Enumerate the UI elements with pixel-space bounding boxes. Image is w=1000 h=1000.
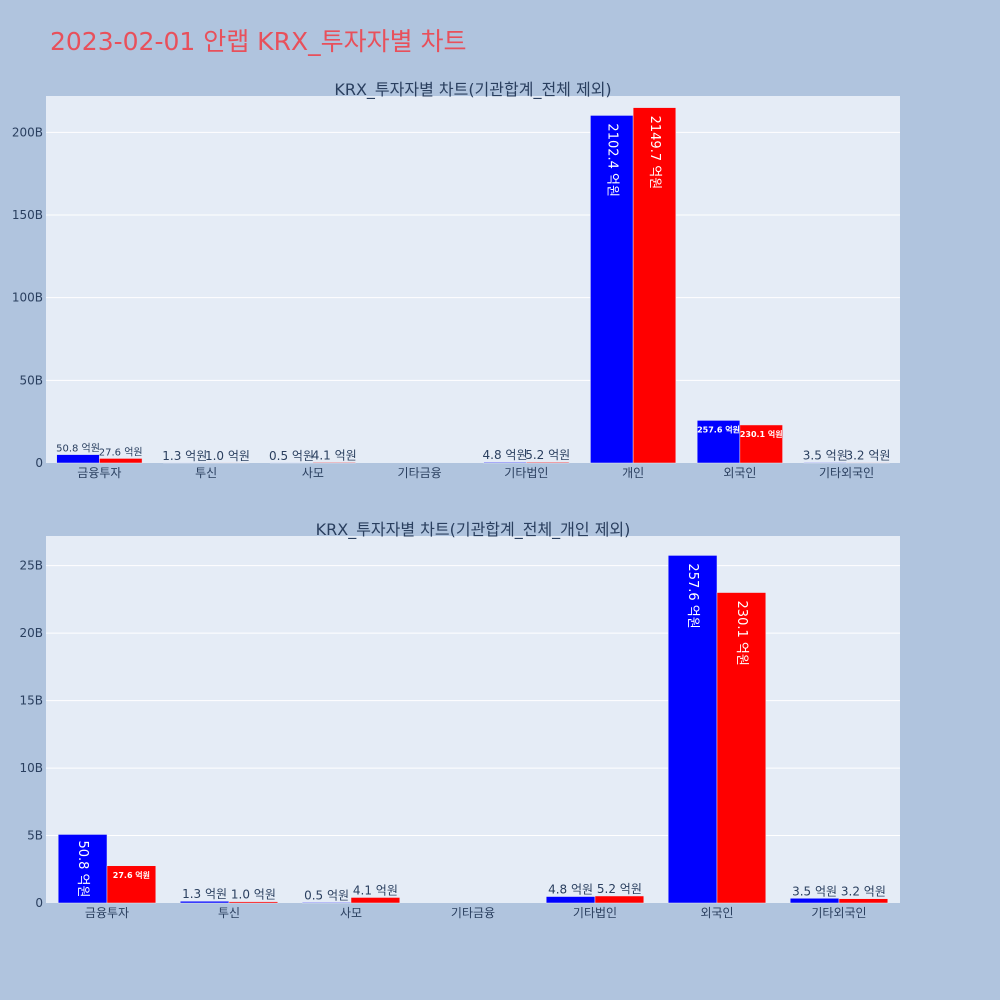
bar-data-label: 3.2 억원 [845, 448, 890, 462]
bar [56, 454, 100, 464]
bar [99, 458, 143, 464]
bar [846, 462, 890, 464]
bar [667, 555, 718, 904]
bar [106, 865, 157, 904]
bar-data-label: 1.3 억원 [182, 887, 227, 901]
bar [228, 901, 279, 904]
category-label: 개인 [622, 466, 644, 480]
bar-data-label: 4.8 억원 [483, 448, 528, 462]
bar-data-label: 4.8 억원 [548, 883, 593, 897]
category-label: 사모 [340, 906, 362, 920]
bar [526, 461, 570, 464]
category-label: 기타법인 [573, 906, 617, 920]
bar-data-label: 3.5 억원 [792, 884, 837, 898]
category-label: 외국인 [723, 466, 756, 480]
category-label: 투신 [195, 466, 217, 480]
bar [789, 898, 840, 904]
bar [716, 592, 767, 904]
bar-data-label: 230.1 억원 [734, 601, 749, 666]
category-label: 금융투자 [85, 906, 129, 920]
bar [545, 896, 596, 904]
category-label: 투신 [218, 906, 240, 920]
y-tick-label: 15B [19, 694, 43, 708]
y-tick-label: 50B [19, 373, 43, 387]
bar-data-label: 2149.7 억원 [647, 116, 662, 190]
bar-data-label: 5.2 억원 [525, 448, 570, 462]
bar-data-label: 1.3 억원 [162, 449, 207, 463]
y-tick-label: 0 [35, 456, 43, 470]
bar-data-label: 3.2 억원 [841, 885, 886, 899]
bar [696, 420, 741, 464]
bar-data-label: 257.6 억원 [685, 563, 700, 628]
category-label: 금융투자 [77, 466, 121, 480]
chart-top: 0 50B 100B 150B 200B KRX_투자자별 차트(기관합계_전체 제외) 금… [12, 80, 900, 480]
bar [483, 461, 527, 464]
bar [594, 895, 645, 904]
chart-title: KRX_투자자별 차트(기관합계_전체 제외) [334, 80, 611, 100]
plot-area [46, 96, 900, 463]
bar [632, 107, 677, 464]
category-label: 기타금융 [451, 906, 495, 920]
y-tick-label: 200B [12, 125, 43, 139]
bar-data-label: 257.6 억원 [697, 424, 740, 434]
bar [301, 902, 352, 904]
bar [739, 424, 783, 464]
bar [57, 834, 108, 904]
bar [350, 897, 401, 904]
bar-data-label: 50.8 억원 [56, 443, 100, 455]
bar [803, 462, 847, 464]
y-tick-label: 150B [12, 208, 43, 222]
bar [838, 898, 889, 904]
bar [312, 462, 356, 464]
bar [179, 900, 230, 904]
category-label: 기타법인 [504, 466, 548, 480]
bar-data-label: 27.6 억원 [113, 870, 150, 880]
y-tick-label: 5B [27, 829, 43, 843]
y-tick-label: 0 [35, 896, 43, 910]
bar-data-label: 1.0 억원 [231, 888, 276, 902]
y-tick-label: 100B [12, 291, 43, 305]
bar-data-label: 5.2 억원 [597, 882, 642, 896]
chart-title: KRX_투자자별 차트(기관합계_전체_개인 제외) [316, 520, 631, 540]
bar-data-label: 4.1 억원 [312, 448, 357, 462]
y-tick-label: 25B [19, 559, 43, 573]
chart-bottom: 0 5B 10B 15B 20B 25B KRX_투자자별 차트(기관합계_전체_개인 제외… [19, 520, 900, 920]
bar-data-label: 50.8 억원 [75, 840, 90, 897]
category-label: 기타외국인 [819, 466, 874, 480]
bar-data-label: 230.1 억원 [740, 429, 783, 439]
category-label: 사모 [302, 466, 324, 480]
bar-data-label: 3.5 억원 [803, 448, 848, 462]
bar-data-label: 27.6 억원 [99, 446, 143, 458]
bar [590, 115, 634, 464]
category-label: 외국인 [700, 906, 733, 920]
category-label: 기타금융 [398, 466, 442, 480]
page-title: 2023-02-01 안랩 KRX_투자자별 차트 [50, 27, 467, 56]
category-label: 기타외국인 [811, 906, 866, 920]
bar-data-label: 1.0 억원 [205, 449, 250, 463]
bar-data-label: 2102.4 억원 [604, 123, 619, 197]
bar-data-label: 4.1 억원 [353, 883, 398, 897]
y-tick-label: 20B [19, 626, 43, 640]
plot-area [46, 536, 900, 903]
bar-data-label: 0.5 억원 [269, 449, 314, 463]
y-tick-label: 10B [19, 761, 43, 775]
bar-data-label: 0.5 억원 [304, 888, 349, 902]
